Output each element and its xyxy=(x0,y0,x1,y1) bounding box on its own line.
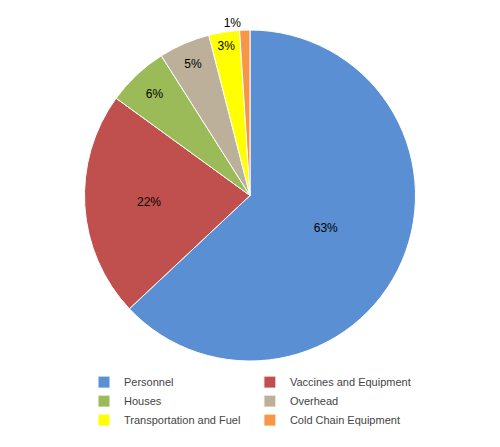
svg-text:Vaccines and Equipment: Vaccines and Equipment xyxy=(290,376,411,388)
svg-text:Cold Chain Equipment: Cold Chain Equipment xyxy=(290,414,400,426)
svg-text:Houses: Houses xyxy=(124,395,162,407)
svg-text:1%: 1% xyxy=(224,16,242,30)
svg-text:Overhead: Overhead xyxy=(290,395,338,407)
svg-text:3%: 3% xyxy=(218,39,236,53)
svg-text:22%: 22% xyxy=(137,195,161,209)
svg-text:Transportation and Fuel: Transportation and Fuel xyxy=(124,414,240,426)
svg-text:Personnel: Personnel xyxy=(124,376,174,388)
svg-text:63%: 63% xyxy=(314,221,338,235)
svg-text:5%: 5% xyxy=(184,57,202,71)
svg-text:6%: 6% xyxy=(146,87,164,101)
